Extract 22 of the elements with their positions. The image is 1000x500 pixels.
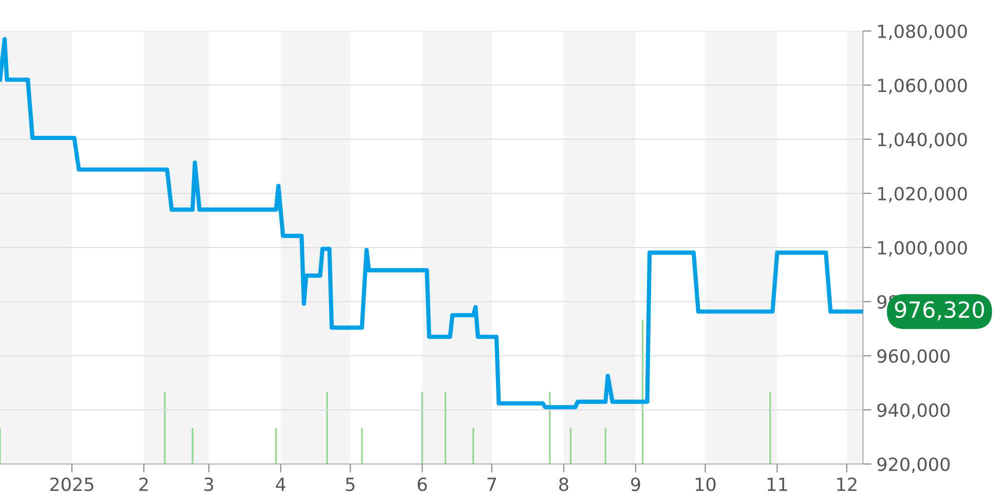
- y-tick-label: 1,000,000: [878, 240, 967, 256]
- y-tick-label: 1,060,000: [878, 78, 967, 94]
- line-series: [0, 37, 863, 410]
- x-tick-label: 9: [631, 478, 640, 492]
- annotation: 976,320: [894, 301, 984, 320]
- x-tick-label: 10: [696, 478, 716, 492]
- x-tick-label: 2025: [50, 478, 94, 492]
- x-tick-label: 12: [837, 478, 856, 491]
- y-tick-label: 920,000: [877, 457, 950, 473]
- x-tick-label: 11: [768, 478, 787, 491]
- x-tick-label: 4: [276, 478, 286, 491]
- x-tick-label: 5: [346, 478, 354, 492]
- x-tick-label: 3: [204, 478, 214, 492]
- y-tick-label: 1,080,000: [878, 24, 967, 40]
- x-tick-label: 8: [559, 478, 568, 492]
- x-tick-label: 6: [418, 478, 427, 492]
- y-tick-label: 1,040,000: [878, 132, 967, 148]
- y-tick-label: 1,020,000: [878, 186, 967, 202]
- y-tick-label: 940,000: [877, 403, 950, 419]
- y-tick-label: 960,000: [877, 349, 950, 365]
- x-tick-label: 2: [139, 478, 148, 491]
- x-tick-label: 7: [488, 478, 496, 491]
